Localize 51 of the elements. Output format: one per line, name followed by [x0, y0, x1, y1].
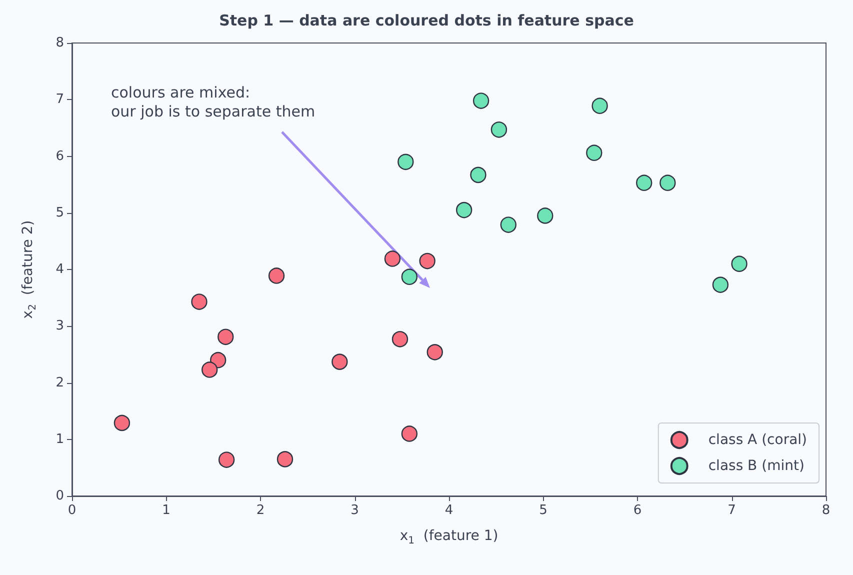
point [401, 426, 418, 442]
point [114, 414, 130, 432]
x-tick-label: 5 [539, 503, 548, 518]
point [392, 331, 408, 348]
point [500, 216, 516, 233]
point [472, 92, 490, 109]
point [490, 122, 508, 138]
y-tick-label: 0 [56, 488, 64, 504]
point [660, 174, 676, 191]
point [210, 352, 226, 368]
x-tick-label: 6 [633, 503, 642, 518]
y-tick-label: 2 [56, 375, 64, 390]
point [426, 344, 443, 360]
y-tick-label: 6 [56, 148, 64, 164]
point [586, 144, 602, 161]
x-tick-label: 0 [68, 503, 76, 518]
legend-label: class A (coral) [708, 432, 808, 448]
y-tick-label: 7 [56, 92, 64, 108]
point [202, 362, 218, 378]
point [398, 154, 414, 170]
annotation: colours are mixed: our job is to separate them [111, 84, 316, 120]
point [592, 98, 608, 114]
x-tick-label: 2 [256, 503, 265, 518]
point [218, 452, 235, 468]
y-tick-label: 1 [56, 432, 64, 447]
point [268, 268, 285, 284]
y-axis-title: x2 (feature 2) [20, 220, 38, 319]
legend-label: class B (mint) [708, 458, 804, 474]
x-tick-label: 1 [162, 503, 170, 518]
y-tick-label: 3 [56, 318, 64, 334]
y-tick-label: 8 [56, 36, 64, 50]
x-tick-label: 7 [728, 503, 736, 518]
y-tick-label: 4 [56, 262, 64, 277]
point [712, 276, 729, 293]
x-tick-label: 4 [444, 503, 454, 518]
point [191, 294, 208, 310]
point [456, 202, 472, 218]
point [218, 328, 234, 345]
point [332, 354, 348, 370]
chart-title: Step 1 — data are coloured dots in feature space [219, 12, 634, 30]
y-tick-label: 5 [56, 205, 64, 220]
point [731, 256, 748, 272]
x-tick-label: 8 [822, 503, 830, 518]
point [636, 174, 652, 191]
x-tick-label: 3 [350, 503, 359, 518]
point [276, 451, 294, 468]
point [384, 250, 401, 267]
point [537, 208, 554, 224]
point [470, 166, 486, 184]
point [419, 252, 436, 270]
point [401, 268, 418, 285]
